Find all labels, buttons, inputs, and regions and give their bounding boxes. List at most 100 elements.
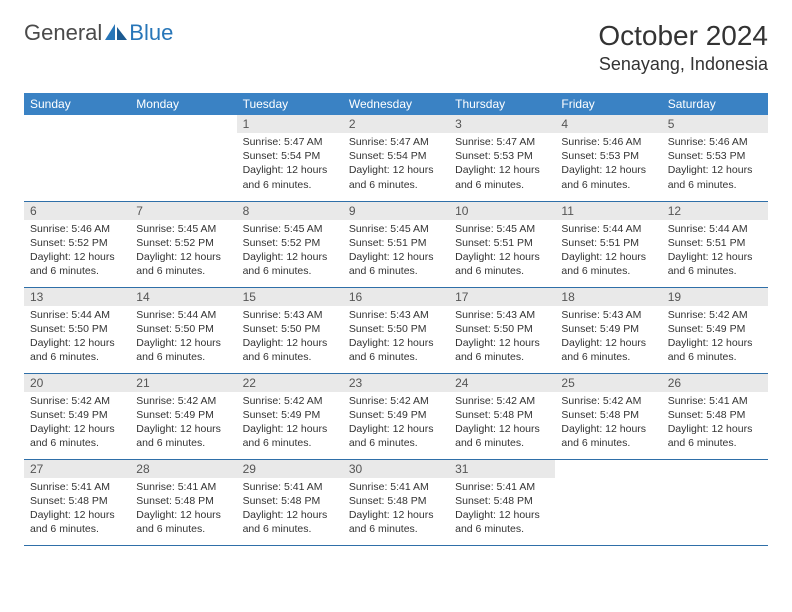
sunrise-text: Sunrise: 5:41 AM <box>243 480 337 494</box>
daylight-text: Daylight: 12 hours and 6 minutes. <box>561 163 655 191</box>
month-title: October 2024 <box>598 20 768 52</box>
calendar-table: SundayMondayTuesdayWednesdayThursdayFrid… <box>24 93 768 546</box>
day-details: Sunrise: 5:46 AMSunset: 5:53 PMDaylight:… <box>662 133 768 196</box>
calendar-week-row: 6Sunrise: 5:46 AMSunset: 5:52 PMDaylight… <box>24 201 768 287</box>
weekday-header: Friday <box>555 93 661 115</box>
daylight-text: Daylight: 12 hours and 6 minutes. <box>349 250 443 278</box>
calendar-cell: 4Sunrise: 5:46 AMSunset: 5:53 PMDaylight… <box>555 115 661 201</box>
day-number: 27 <box>24 460 130 478</box>
day-number: 2 <box>343 115 449 133</box>
sunrise-text: Sunrise: 5:41 AM <box>349 480 443 494</box>
daylight-text: Daylight: 12 hours and 6 minutes. <box>349 422 443 450</box>
day-number: 5 <box>662 115 768 133</box>
sunset-text: Sunset: 5:49 PM <box>136 408 230 422</box>
calendar-cell: 2Sunrise: 5:47 AMSunset: 5:54 PMDaylight… <box>343 115 449 201</box>
sunrise-text: Sunrise: 5:44 AM <box>561 222 655 236</box>
day-number: 25 <box>555 374 661 392</box>
sunrise-text: Sunrise: 5:42 AM <box>243 394 337 408</box>
calendar-cell: 19Sunrise: 5:42 AMSunset: 5:49 PMDayligh… <box>662 287 768 373</box>
day-number: 8 <box>237 202 343 220</box>
day-number: 3 <box>449 115 555 133</box>
day-details: Sunrise: 5:43 AMSunset: 5:50 PMDaylight:… <box>237 306 343 369</box>
sunrise-text: Sunrise: 5:43 AM <box>349 308 443 322</box>
day-details: Sunrise: 5:44 AMSunset: 5:51 PMDaylight:… <box>662 220 768 283</box>
daylight-text: Daylight: 12 hours and 6 minutes. <box>455 336 549 364</box>
day-details: Sunrise: 5:41 AMSunset: 5:48 PMDaylight:… <box>343 478 449 541</box>
calendar-cell: 29Sunrise: 5:41 AMSunset: 5:48 PMDayligh… <box>237 459 343 545</box>
day-number: 1 <box>237 115 343 133</box>
sunset-text: Sunset: 5:48 PM <box>136 494 230 508</box>
sunset-text: Sunset: 5:50 PM <box>349 322 443 336</box>
location-subtitle: Senayang, Indonesia <box>598 54 768 75</box>
daylight-text: Daylight: 12 hours and 6 minutes. <box>668 163 762 191</box>
day-details: Sunrise: 5:43 AMSunset: 5:50 PMDaylight:… <box>343 306 449 369</box>
weekday-header: Wednesday <box>343 93 449 115</box>
page-header: General Blue October 2024 Senayang, Indo… <box>24 20 768 75</box>
day-number: 14 <box>130 288 236 306</box>
daylight-text: Daylight: 12 hours and 6 minutes. <box>668 336 762 364</box>
day-details: Sunrise: 5:47 AMSunset: 5:54 PMDaylight:… <box>237 133 343 196</box>
sunset-text: Sunset: 5:50 PM <box>30 322 124 336</box>
day-number: 9 <box>343 202 449 220</box>
calendar-cell: 11Sunrise: 5:44 AMSunset: 5:51 PMDayligh… <box>555 201 661 287</box>
calendar-cell: 20Sunrise: 5:42 AMSunset: 5:49 PMDayligh… <box>24 373 130 459</box>
daylight-text: Daylight: 12 hours and 6 minutes. <box>349 508 443 536</box>
sunrise-text: Sunrise: 5:41 AM <box>136 480 230 494</box>
sunrise-text: Sunrise: 5:43 AM <box>243 308 337 322</box>
calendar-week-row: 27Sunrise: 5:41 AMSunset: 5:48 PMDayligh… <box>24 459 768 545</box>
sunset-text: Sunset: 5:48 PM <box>668 408 762 422</box>
calendar-head: SundayMondayTuesdayWednesdayThursdayFrid… <box>24 93 768 115</box>
day-details: Sunrise: 5:42 AMSunset: 5:48 PMDaylight:… <box>449 392 555 455</box>
calendar-cell: 12Sunrise: 5:44 AMSunset: 5:51 PMDayligh… <box>662 201 768 287</box>
day-details: Sunrise: 5:42 AMSunset: 5:49 PMDaylight:… <box>237 392 343 455</box>
day-number: 31 <box>449 460 555 478</box>
sunset-text: Sunset: 5:48 PM <box>243 494 337 508</box>
sunrise-text: Sunrise: 5:44 AM <box>30 308 124 322</box>
day-details: Sunrise: 5:43 AMSunset: 5:50 PMDaylight:… <box>449 306 555 369</box>
daylight-text: Daylight: 12 hours and 6 minutes. <box>455 508 549 536</box>
weekday-header: Monday <box>130 93 236 115</box>
sunset-text: Sunset: 5:50 PM <box>136 322 230 336</box>
sunrise-text: Sunrise: 5:41 AM <box>668 394 762 408</box>
sunset-text: Sunset: 5:50 PM <box>455 322 549 336</box>
calendar-cell: 14Sunrise: 5:44 AMSunset: 5:50 PMDayligh… <box>130 287 236 373</box>
day-details: Sunrise: 5:41 AMSunset: 5:48 PMDaylight:… <box>449 478 555 541</box>
calendar-cell: 10Sunrise: 5:45 AMSunset: 5:51 PMDayligh… <box>449 201 555 287</box>
day-number: 15 <box>237 288 343 306</box>
daylight-text: Daylight: 12 hours and 6 minutes. <box>455 422 549 450</box>
day-number: 10 <box>449 202 555 220</box>
sunrise-text: Sunrise: 5:42 AM <box>136 394 230 408</box>
sunset-text: Sunset: 5:49 PM <box>243 408 337 422</box>
daylight-text: Daylight: 12 hours and 6 minutes. <box>455 250 549 278</box>
logo-sail-icon <box>105 24 127 42</box>
day-number: 4 <box>555 115 661 133</box>
sunrise-text: Sunrise: 5:41 AM <box>455 480 549 494</box>
sunrise-text: Sunrise: 5:42 AM <box>668 308 762 322</box>
day-details: Sunrise: 5:45 AMSunset: 5:52 PMDaylight:… <box>237 220 343 283</box>
title-block: October 2024 Senayang, Indonesia <box>598 20 768 75</box>
calendar-cell: 13Sunrise: 5:44 AMSunset: 5:50 PMDayligh… <box>24 287 130 373</box>
day-details: Sunrise: 5:44 AMSunset: 5:50 PMDaylight:… <box>24 306 130 369</box>
day-number: 17 <box>449 288 555 306</box>
day-details: Sunrise: 5:42 AMSunset: 5:48 PMDaylight:… <box>555 392 661 455</box>
logo: General Blue <box>24 20 173 46</box>
weekday-header: Saturday <box>662 93 768 115</box>
calendar-cell <box>555 459 661 545</box>
calendar-cell: 26Sunrise: 5:41 AMSunset: 5:48 PMDayligh… <box>662 373 768 459</box>
calendar-cell: 17Sunrise: 5:43 AMSunset: 5:50 PMDayligh… <box>449 287 555 373</box>
calendar-cell: 25Sunrise: 5:42 AMSunset: 5:48 PMDayligh… <box>555 373 661 459</box>
calendar-cell: 16Sunrise: 5:43 AMSunset: 5:50 PMDayligh… <box>343 287 449 373</box>
sunrise-text: Sunrise: 5:42 AM <box>561 394 655 408</box>
sunrise-text: Sunrise: 5:41 AM <box>30 480 124 494</box>
sunrise-text: Sunrise: 5:43 AM <box>455 308 549 322</box>
calendar-cell: 5Sunrise: 5:46 AMSunset: 5:53 PMDaylight… <box>662 115 768 201</box>
sunset-text: Sunset: 5:48 PM <box>455 494 549 508</box>
calendar-cell <box>662 459 768 545</box>
calendar-cell: 28Sunrise: 5:41 AMSunset: 5:48 PMDayligh… <box>130 459 236 545</box>
sunrise-text: Sunrise: 5:46 AM <box>30 222 124 236</box>
day-number: 24 <box>449 374 555 392</box>
weekday-row: SundayMondayTuesdayWednesdayThursdayFrid… <box>24 93 768 115</box>
sunrise-text: Sunrise: 5:43 AM <box>561 308 655 322</box>
calendar-body: 1Sunrise: 5:47 AMSunset: 5:54 PMDaylight… <box>24 115 768 545</box>
calendar-cell: 27Sunrise: 5:41 AMSunset: 5:48 PMDayligh… <box>24 459 130 545</box>
